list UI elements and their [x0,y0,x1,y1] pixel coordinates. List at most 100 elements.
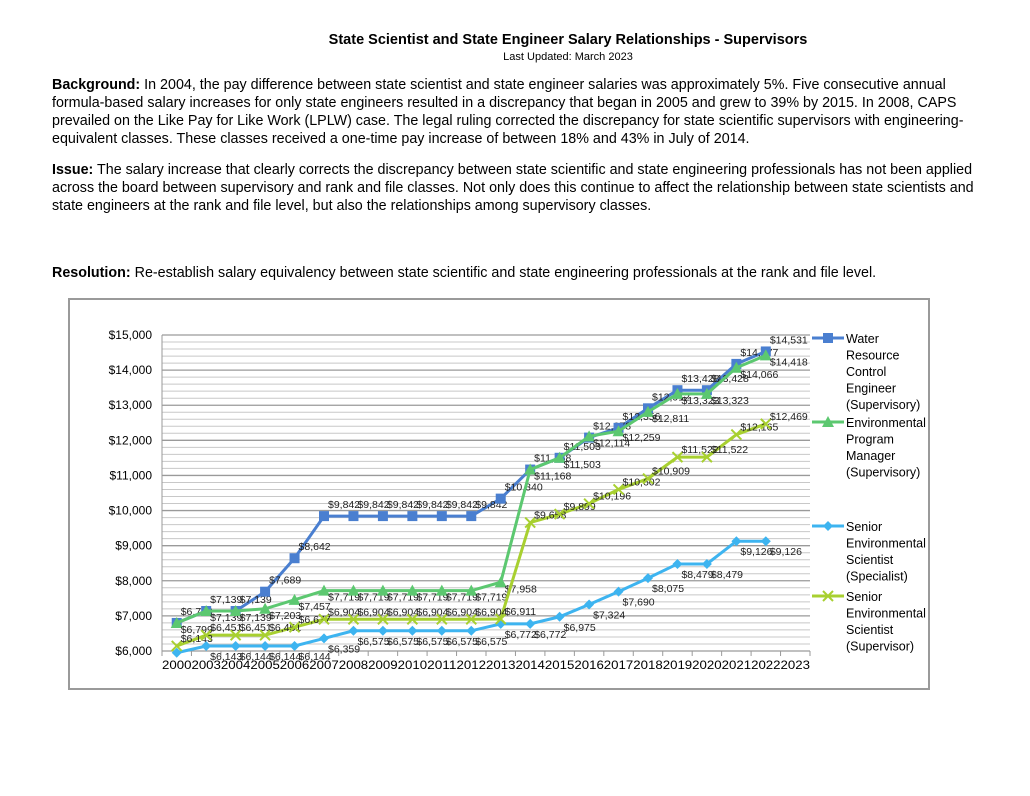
x-tick-label: 2006 [280,658,310,672]
data-point [407,511,418,522]
data-point [760,536,771,547]
x-tick-label: 2018 [633,658,663,672]
data-point [289,553,300,564]
data-point [436,625,447,636]
data-label: $6,904 [446,606,478,618]
data-point [466,625,477,636]
issue-label: Issue: [52,162,94,178]
data-label: $6,143 [181,633,213,645]
resolution-label: Resolution: [52,265,131,281]
data-point [319,633,329,644]
data-label: $6,144 [240,651,272,663]
data-label: $9,842 [328,499,360,511]
data-point [436,613,448,625]
data-label: $6,904 [328,606,360,618]
data-point [260,586,271,597]
data-label: $6,451 [210,622,242,634]
data-point [406,584,419,596]
data-point [613,586,624,597]
data-label: $8,479 [711,569,743,581]
data-label: $7,139 [240,612,272,624]
data-label: $9,126 [740,546,772,558]
data-label: $12,114 [593,437,630,449]
data-label: $6,575 [475,636,507,648]
legend-label: (Supervisory) [846,398,920,412]
legend-label: Control [846,365,886,379]
resolution-paragraph: Resolution: Re-establish salary equivale… [52,264,892,282]
legend-marker [823,333,833,343]
x-tick-label: 2020 [692,658,722,672]
x-tick-label: 2008 [339,658,369,672]
x-tick-label: 2000 [162,658,192,672]
data-label: $6,911 [505,606,536,618]
x-tick-label: 2017 [604,658,634,672]
data-point [259,602,272,614]
data-label: $6,575 [446,636,478,648]
data-point [289,640,300,651]
data-label: $12,259 [623,432,661,444]
data-point [643,573,653,584]
data-label: $6,772 [534,629,566,641]
data-label: $9,842 [387,499,419,511]
background-text: In 2004, the pay difference between stat… [52,77,964,147]
data-label: $10,602 [623,476,661,488]
data-point [229,629,242,641]
y-tick-label: $10,000 [109,504,153,518]
legend-label: Environmental [846,416,926,430]
data-point [407,625,418,636]
data-label: $6,575 [387,636,419,648]
data-label: $7,690 [623,597,655,609]
data-point [731,536,742,547]
data-label: $7,958 [505,583,537,595]
data-label: $7,139 [240,594,272,606]
data-label: $6,975 [564,622,596,634]
data-label: $12,811 [652,413,689,425]
data-point [319,511,329,522]
data-label: $6,144 [299,651,331,663]
data-point [318,613,330,625]
legend-label: Environmental [846,537,926,551]
data-label: $6,451 [240,622,272,634]
data-point [583,497,595,510]
legend-label: Water [846,332,879,346]
y-tick-label: $14,000 [109,363,153,377]
x-tick-label: 2013 [486,658,516,672]
data-point [730,361,743,373]
legend-marker [822,590,834,602]
data-label: $10,909 [652,466,690,478]
data-label: $13,428 [681,373,719,385]
data-point [200,629,212,641]
data-label: $9,842 [416,499,448,511]
data-point [435,584,448,596]
resolution-text: Re-establish salary equivalency between … [130,265,877,281]
legend-label: Scientist [846,553,894,567]
data-point [583,430,596,442]
data-point [671,451,684,463]
data-point [348,625,359,636]
legend-label: Environmental [846,607,926,621]
data-point [229,605,242,617]
background-paragraph: Background: In 2004, the pay difference … [52,76,982,148]
data-label: $10,196 [593,491,631,503]
data-label: $8,075 [652,583,684,595]
data-label: $9,842 [446,499,478,511]
chart-svg: $6,000 $7,000 $8,000 $9,000 $10,000 $11,000 $1… [109,328,926,672]
data-label: $6,772 [505,629,537,641]
y-tick-label: $7,000 [115,609,152,623]
legend-label: Manager [846,449,895,463]
data-point [700,387,713,399]
data-point [554,611,565,622]
y-tick-label: $13,000 [109,398,153,412]
issue-paragraph: Issue: The salary increase that clearly … [52,161,982,215]
legend-marker [823,521,833,531]
y-tick-label: $12,000 [109,433,153,447]
data-label: $10,340 [505,482,543,494]
legend-label: Scientist [846,623,894,637]
data-point [377,625,388,636]
data-point [260,640,271,651]
x-tick-label: 2009 [368,658,398,672]
data-label: $7,457 [299,601,331,613]
salary-chart: $6,000 $7,000 $8,000 $9,000 $10,000 $11,000 $1… [68,298,930,690]
data-label: $7,324 [593,610,625,622]
legend-label: Engineer [846,382,896,396]
